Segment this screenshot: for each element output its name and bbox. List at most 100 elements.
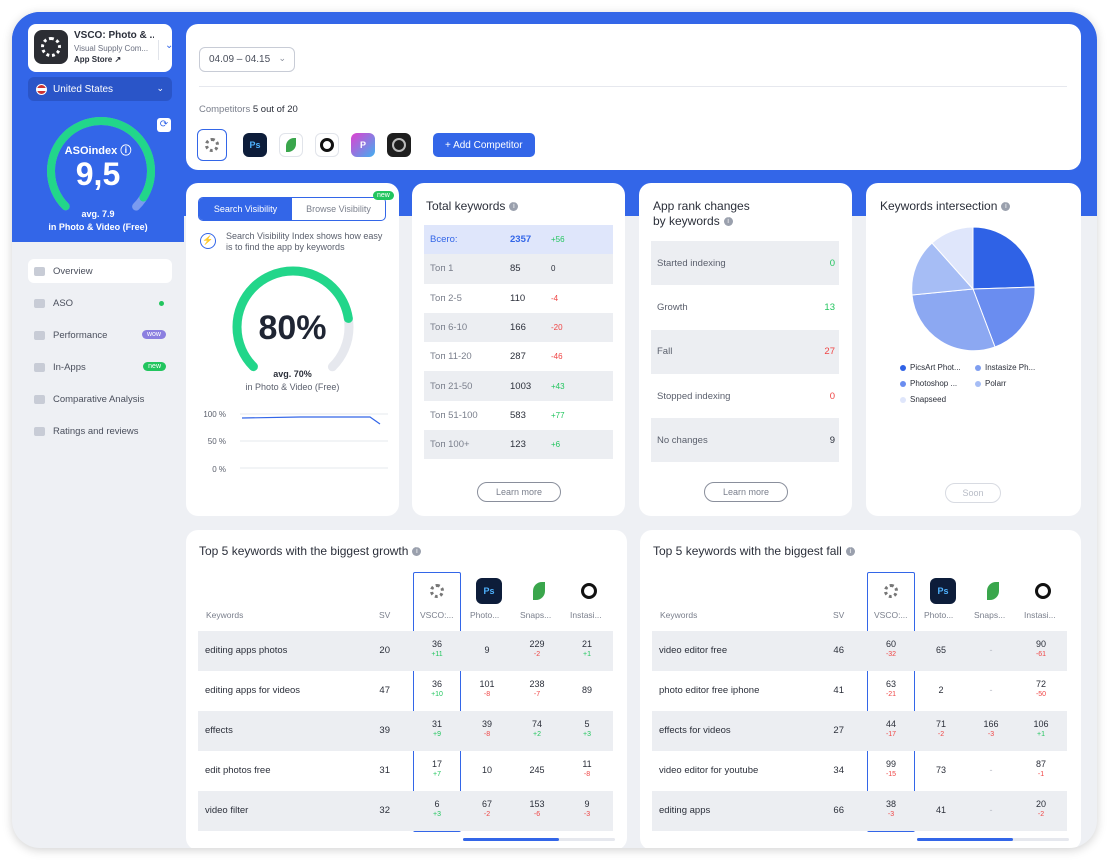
rank-value: 5: [584, 719, 590, 729]
performance-icon: [34, 330, 45, 340]
tab-search-visibility[interactable]: Search Visibility: [199, 198, 292, 220]
rank-cell: 36 +11: [413, 639, 461, 658]
rank-value: 17: [431, 759, 442, 769]
country-label: United States: [53, 83, 114, 95]
table-row: Топ 100+ 123 +6: [424, 430, 613, 460]
sidebar-item-comparative-analysis[interactable]: Comparative Analysis: [28, 387, 172, 411]
status-dot: [159, 301, 164, 306]
sidebar-item-aso[interactable]: ASO: [28, 291, 172, 315]
highlight-column: [867, 572, 915, 832]
total-keywords-table: Всего: 2357 +56 Топ 1 85 0 Топ 2-5 110 -4 Топ …: [424, 225, 613, 460]
app-selector[interactable]: VSCO: Photo & ... Visual Supply Com... A…: [28, 24, 173, 72]
table-row: Started indexing 0: [651, 241, 839, 286]
visibility-avg: avg. 70%: [273, 369, 312, 379]
learn-more-button[interactable]: Learn more: [477, 482, 561, 502]
rank-cell: 36 +10: [413, 679, 461, 698]
instasize-icon[interactable]: [315, 133, 339, 157]
rank-cell: 17 +7: [413, 759, 461, 778]
sidebar-item-ratings[interactable]: Ratings and reviews: [28, 419, 172, 443]
sv-cell: 46: [833, 645, 844, 656]
rank-delta: -50: [1035, 691, 1047, 698]
rank-cell: 71 -2: [917, 719, 965, 738]
rank-cell: -: [967, 685, 1015, 695]
table-header: Keywords SV VSCO:... Photo... Snaps... I…: [206, 610, 602, 620]
ratings-icon: [34, 426, 45, 436]
rank-delta: -3: [583, 811, 591, 818]
picsart-icon[interactable]: P: [351, 133, 375, 157]
rank-delta: -2: [937, 731, 945, 738]
chevron-down-icon[interactable]: ⌄: [158, 40, 173, 60]
snapseed-icon[interactable]: [279, 133, 303, 157]
rank-cell: 229 -2: [513, 639, 561, 658]
table-row: Топ 21-50 1003 +43: [424, 371, 613, 401]
table-row: editing apps photos 20 36 +11 9 229 -2 21 +1: [198, 631, 613, 671]
sidebar-item-overview[interactable]: Overview: [28, 259, 172, 283]
rank-value: 99: [885, 759, 896, 769]
rank-cell: 11 -8: [563, 759, 611, 778]
rank-value: 101: [479, 679, 495, 689]
keyword-cell: editing apps: [659, 805, 711, 816]
rank-cell: 67 -2: [463, 799, 511, 818]
rank-cell: 106 +1: [1017, 719, 1065, 738]
add-competitor-button[interactable]: + Add Competitor: [433, 133, 535, 157]
keyword-cell: video filter: [205, 805, 249, 816]
rank-value: -: [989, 805, 993, 815]
comparative-icon: [34, 394, 45, 404]
keyword-cell: effects: [205, 725, 233, 736]
table-row: editing apps for videos 47 36 +10 101 -8 238 -7…: [198, 671, 613, 711]
rank-cell: 74 +2: [513, 719, 561, 738]
rank-cell: 238 -7: [513, 679, 561, 698]
rank-cell: 39 -8: [463, 719, 511, 738]
rank-cell: 73: [917, 765, 965, 775]
photoshop-icon[interactable]: Ps: [243, 133, 267, 157]
visibility-info: Search Visibility Index shows how easy i…: [226, 231, 383, 252]
rank-cell: -: [967, 765, 1015, 775]
country-select[interactable]: United States ⌄: [28, 77, 172, 101]
sidebar-item-in-apps[interactable]: In-Apps new: [28, 355, 172, 379]
us-flag-icon: [36, 83, 47, 95]
date-range-select[interactable]: 04.09 – 04.15 ⌄: [199, 47, 295, 72]
app-developer: Visual Supply Com...: [74, 44, 149, 53]
snapseed-icon: [526, 578, 552, 604]
rank-delta: +1: [583, 651, 591, 658]
intersection-title: Keywords intersection i: [880, 199, 1011, 214]
rank-delta: -6: [533, 811, 541, 818]
rank-delta: +2: [533, 731, 541, 738]
table-row: Топ 51-100 583 +77: [430, 409, 565, 421]
sv-cell: 32: [379, 805, 390, 816]
legend-item: Photoshop ...: [900, 379, 957, 388]
table-row: edit photos free 31 17 +7 10 245 11 -8: [198, 751, 613, 791]
rank-delta: +1: [1037, 731, 1045, 738]
tab-browse-visibility[interactable]: Browse Visibility: [306, 204, 371, 214]
rank-delta: -32: [885, 651, 897, 658]
rank-value: 20: [1035, 799, 1046, 809]
table-row: Топ 1 85 0: [424, 254, 613, 284]
rank-cell: 63 -21: [867, 679, 915, 698]
polarr-icon[interactable]: [387, 133, 411, 157]
rank-value: -: [989, 685, 993, 695]
rank-cell: 99 -15: [867, 759, 915, 778]
keyword-cell: editing apps photos: [205, 645, 288, 656]
photoshop-icon: Ps: [476, 578, 502, 604]
chevron-down-icon: ⌄: [278, 53, 286, 63]
refresh-icon[interactable]: ⟳: [157, 118, 171, 132]
scrollbar-thumb[interactable]: [463, 838, 559, 841]
rank-cell: 6 +3: [413, 799, 461, 818]
sidebar-item-performance[interactable]: Performance wow: [28, 323, 172, 347]
learn-more-button[interactable]: Learn more: [704, 482, 788, 502]
rank-value: 41: [935, 805, 946, 815]
rank-cell: 20 -2: [1017, 799, 1065, 818]
growth-table: editing apps photos 20 36 +11 9 229 -2 21 +1 edit…: [198, 631, 613, 831]
fall-title: Top 5 keywords with the biggest fall i: [653, 544, 855, 558]
table-row: Growth 13: [657, 301, 835, 313]
legend-item: Instasize Ph...: [975, 363, 1035, 372]
instasize-icon: [1030, 578, 1056, 604]
scrollbar-thumb[interactable]: [917, 838, 1013, 841]
rank-cell: 166 -3: [967, 719, 1015, 738]
app-store-link[interactable]: App Store ↗: [74, 55, 122, 64]
info-icon: i: [412, 547, 422, 557]
new-badge: new: [373, 191, 394, 200]
rank-delta: -21: [885, 691, 897, 698]
vsco-icon[interactable]: [197, 129, 227, 161]
rank-delta: +11: [431, 651, 443, 658]
